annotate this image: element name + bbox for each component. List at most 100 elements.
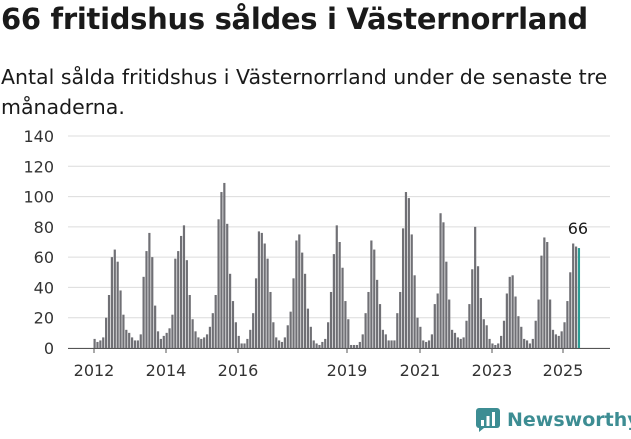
bar (145, 251, 148, 348)
bar (99, 340, 102, 348)
bar (130, 337, 134, 348)
bar (344, 301, 347, 348)
bar (223, 182, 226, 348)
bar (543, 237, 546, 348)
bar (410, 234, 413, 348)
bar (125, 329, 128, 348)
bar (419, 326, 422, 348)
bar (347, 319, 350, 348)
bar (448, 299, 451, 348)
bar (384, 334, 387, 348)
bar (341, 267, 344, 348)
bar (505, 293, 508, 348)
bar (278, 340, 281, 348)
bar (217, 219, 220, 348)
bar (416, 317, 419, 348)
bar (511, 275, 514, 348)
x-tick-label: 2016 (218, 361, 259, 380)
bar (168, 328, 171, 348)
bar (396, 313, 399, 348)
bar (482, 319, 485, 348)
bar (497, 343, 500, 348)
bar (162, 335, 165, 348)
bar (246, 338, 249, 348)
x-tick-label: 2023 (472, 361, 513, 380)
bar (226, 223, 229, 348)
bar (295, 240, 298, 348)
bar (249, 329, 252, 348)
bar (96, 341, 99, 348)
bar (500, 335, 503, 348)
bar (350, 344, 353, 348)
bar (298, 234, 301, 348)
bar (214, 295, 217, 348)
bar (401, 228, 405, 348)
bar (122, 314, 125, 348)
bar (174, 258, 177, 348)
bar (165, 332, 168, 348)
bar (136, 340, 139, 348)
bar (537, 299, 540, 348)
latest-value-label: 66 (568, 219, 588, 238)
newsworthy-logo-icon (476, 408, 500, 432)
bar (142, 276, 145, 348)
bar (303, 273, 307, 348)
bar (301, 252, 304, 348)
bar (453, 332, 457, 348)
bar (474, 226, 477, 348)
bar (182, 225, 186, 348)
bar (534, 320, 537, 348)
bar (364, 313, 367, 348)
bar (179, 235, 183, 348)
bar (332, 254, 335, 348)
newsworthy-logo: Newsworthy (476, 408, 631, 432)
bar (413, 275, 416, 348)
bar (286, 325, 289, 348)
bar (171, 314, 174, 348)
chart-title: 66 fritidshus såldes i Västernorrland (1, 2, 588, 36)
annotations: 66 (568, 219, 588, 238)
chart-subtitle: Antal sålda fritidshus i Västernorrland … (1, 65, 608, 119)
bar (459, 338, 462, 348)
bar (312, 340, 315, 348)
bar (260, 232, 263, 348)
bar (237, 335, 240, 348)
bar (203, 337, 206, 348)
bar (191, 319, 194, 348)
bars (93, 182, 581, 348)
bar (370, 240, 373, 348)
bar (399, 291, 402, 348)
bar (393, 340, 396, 348)
x-tick-label: 2012 (74, 361, 115, 380)
x-axis: 2012 2014 2016 2019 2021 2023 2025 (68, 348, 610, 380)
bar (197, 337, 200, 348)
bar (476, 266, 480, 348)
bar (329, 291, 333, 348)
bar (485, 325, 488, 348)
bar (528, 343, 532, 348)
bar (292, 278, 295, 348)
bar (381, 329, 384, 348)
bar (324, 338, 327, 348)
bar (306, 308, 310, 348)
bar (154, 305, 157, 348)
y-tick-label: 20 (34, 309, 54, 328)
bar (563, 322, 566, 348)
bar (266, 258, 269, 348)
bar (283, 337, 286, 348)
bar (194, 331, 197, 348)
y-axis-labels: 0 20 40 60 80 100 120 140 (23, 127, 54, 358)
bar (139, 334, 142, 348)
bar (540, 255, 543, 348)
bar (148, 232, 151, 348)
bar (572, 243, 575, 348)
y-tick-label: 100 (23, 188, 54, 207)
bar (321, 341, 324, 348)
x-tick-label: 2021 (400, 361, 441, 380)
bar (554, 334, 557, 348)
bar (445, 261, 448, 348)
bar (557, 335, 560, 348)
bar (110, 257, 113, 348)
bar (525, 340, 529, 348)
